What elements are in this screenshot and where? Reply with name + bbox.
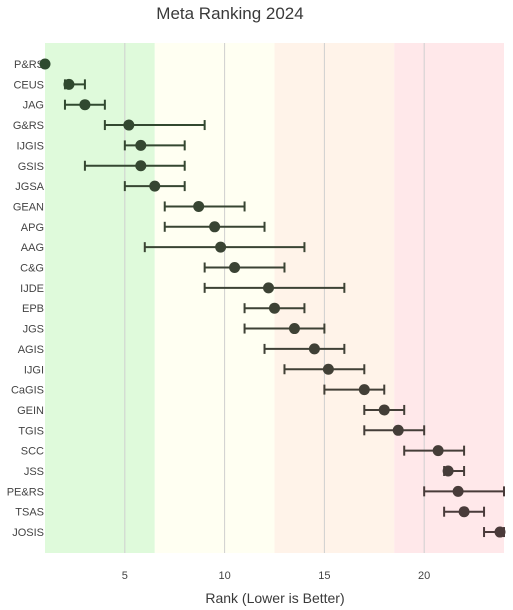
y-label-gean: GEAN <box>13 201 44 213</box>
point-p-rs <box>39 58 51 70</box>
y-label-agis: AGIS <box>18 344 44 356</box>
point-josis <box>494 526 506 538</box>
y-label-tgis: TGIS <box>18 425 44 437</box>
point-gein <box>378 404 390 416</box>
point-aag <box>215 241 227 253</box>
point-pe-rs <box>452 485 464 497</box>
point-epb <box>269 302 280 314</box>
x-tick-15: 15 <box>318 570 330 582</box>
rank-bands <box>45 43 504 553</box>
point-gsis <box>135 160 147 172</box>
point-tgis <box>392 424 404 436</box>
y-label-aag: AAG <box>21 242 44 254</box>
rank-band-4 <box>394 43 504 553</box>
point-ijgi <box>322 363 334 375</box>
y-label-gsis: GSIS <box>18 161 44 173</box>
y-label-c-g: C&G <box>20 263 44 275</box>
y-tick-labels: P&RS CEUS JAG G&RS IJGIS GSIS JGSA GEAN APG AAG C&… <box>7 59 45 539</box>
y-label-ijgis: IJGIS <box>16 140 44 152</box>
y-label-ceus: CEUS <box>13 79 44 91</box>
rank-band-2 <box>154 43 275 553</box>
y-label-g-rs: G&RS <box>13 120 44 132</box>
x-tick-10: 10 <box>218 570 230 582</box>
y-label-tsas: TSAS <box>15 507 44 519</box>
y-label-ijgi: IJGI <box>24 364 44 376</box>
y-label-jss: JSS <box>24 466 44 478</box>
chart-title: Meta Ranking 2024 <box>156 4 303 23</box>
gridlines <box>124 43 425 553</box>
y-label-gein: GEIN <box>17 405 44 417</box>
y-label-ijde: IJDE <box>20 283 44 295</box>
y-label-jgs: JGS <box>23 324 44 336</box>
point-jgs <box>288 323 300 335</box>
point-gean <box>193 200 205 212</box>
point-jag <box>79 99 91 111</box>
y-label-jgsa: JGSA <box>15 181 44 193</box>
point-jgsa <box>149 180 161 192</box>
error-bars <box>63 79 505 538</box>
point-ijgis <box>135 139 147 151</box>
y-label-cagis: CaGIS <box>11 385 44 397</box>
y-label-scc: SCC <box>21 446 44 458</box>
point-cagis <box>358 384 370 396</box>
point-g-rs <box>123 119 135 131</box>
y-label-epb: EPB <box>22 303 44 315</box>
point-jss <box>442 465 454 477</box>
x-axis-label: Rank (Lower is Better) <box>205 590 344 606</box>
point-scc <box>432 445 444 457</box>
data-points <box>39 58 506 538</box>
y-label-jag: JAG <box>23 100 44 112</box>
point-tsas <box>458 506 470 518</box>
x-tick-20: 20 <box>418 570 430 582</box>
point-agis <box>308 343 320 355</box>
point-apg <box>209 221 221 233</box>
rank-band-1 <box>45 43 155 553</box>
x-tick-5: 5 <box>122 570 128 582</box>
point-c-g <box>229 262 241 273</box>
x-tick-labels: 5 10 15 20 <box>122 570 431 582</box>
y-label-p-rs: P&RS <box>14 59 44 71</box>
y-label-apg: APG <box>21 222 44 234</box>
rank-band-3 <box>274 43 395 553</box>
point-ceus <box>63 78 75 90</box>
y-label-josis: JOSIS <box>12 527 44 539</box>
point-ijde <box>263 282 275 294</box>
y-label-pe-rs: PE&RS <box>7 486 44 498</box>
